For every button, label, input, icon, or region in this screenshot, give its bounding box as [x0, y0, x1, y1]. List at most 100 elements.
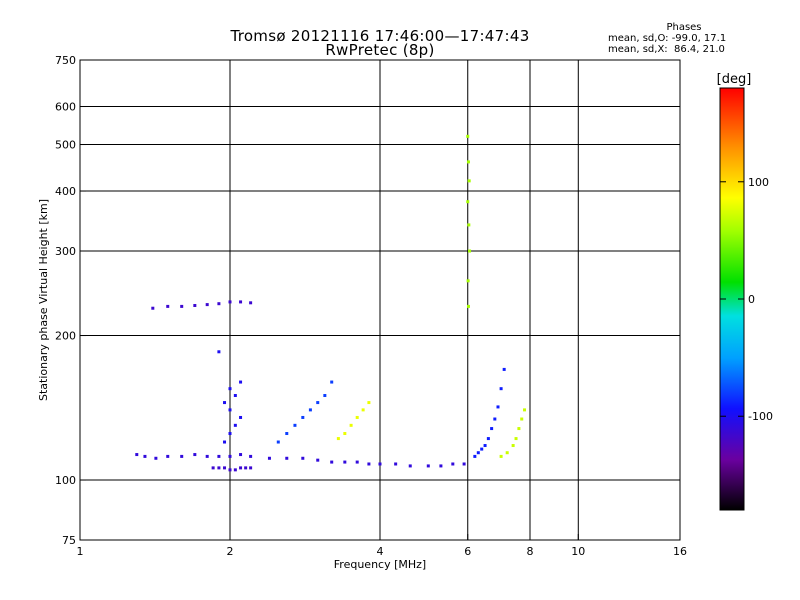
data-point [473, 454, 477, 458]
data-point [467, 179, 471, 183]
data-point [355, 460, 359, 464]
data-point [166, 454, 170, 458]
data-point [330, 380, 334, 384]
data-point [394, 462, 398, 466]
data-point [361, 408, 365, 412]
data-point [466, 200, 470, 204]
trace-group [276, 380, 334, 444]
data-point [217, 466, 221, 470]
data-point [408, 464, 412, 468]
x-axis-ticks: 1 2 4 6 8 10 16 [77, 534, 687, 558]
x-tick-label: 1 [77, 545, 84, 558]
data-point [520, 417, 524, 421]
trace-group [211, 466, 253, 472]
data-point [499, 454, 503, 458]
x-tick-label: 6 [464, 545, 471, 558]
data-point [493, 417, 497, 421]
data-point [367, 401, 371, 405]
data-point [228, 300, 232, 304]
trace-group [151, 300, 253, 310]
data-point [228, 408, 232, 412]
data-point [276, 440, 280, 444]
data-point [378, 462, 382, 466]
data-point [223, 401, 227, 405]
data-point [239, 415, 243, 419]
data-point [502, 367, 506, 371]
data-point [239, 300, 243, 304]
data-point [217, 302, 221, 306]
trace-group [336, 401, 371, 441]
y-tick-label: 750 [55, 54, 76, 67]
data-point [143, 454, 147, 458]
data-point [233, 394, 237, 398]
data-point [166, 304, 170, 308]
data-point [349, 423, 353, 427]
data-point [367, 462, 371, 466]
data-point [228, 387, 232, 391]
data-point [439, 464, 443, 468]
data-point [466, 160, 470, 164]
data-point [239, 466, 243, 470]
data-point [293, 423, 297, 427]
data-point [476, 451, 480, 455]
trace-group [466, 134, 472, 308]
data-point [517, 427, 521, 431]
trace-group [135, 453, 466, 468]
data-point [316, 458, 320, 462]
data-point [343, 460, 347, 464]
data-point [490, 427, 494, 431]
data-point [135, 453, 139, 457]
data-point [205, 454, 209, 458]
data-point [480, 447, 484, 451]
data-point [211, 466, 215, 470]
data-point [217, 350, 221, 354]
data-point [466, 279, 470, 283]
data-point [205, 303, 209, 307]
data-point [523, 408, 527, 412]
y-axis-ticks: 75 100 200 300 400 500 600 750 [55, 54, 86, 547]
colorbar-unit-label: [deg] [717, 72, 752, 87]
trace-group [499, 408, 527, 458]
chart-title-line1: Tromsø 20121116 17:46:00—17:47:43 [230, 27, 530, 45]
data-point [466, 134, 470, 138]
y-tick-label: 300 [55, 245, 76, 258]
colorbar: [deg] 100 0 -100 [717, 72, 773, 511]
colorbar-tick-label: -100 [748, 410, 773, 423]
x-tick-label: 4 [377, 545, 384, 558]
data-point [514, 437, 518, 441]
y-tick-label: 400 [55, 185, 76, 198]
y-tick-label: 100 [55, 474, 76, 487]
x-tick-label: 10 [571, 545, 585, 558]
data-point [467, 223, 471, 227]
data-point [343, 432, 347, 436]
plot-grid [80, 60, 680, 540]
data-point [285, 456, 289, 460]
data-point [217, 454, 221, 458]
data-point [228, 454, 232, 458]
data-point [355, 415, 359, 419]
data-point [486, 437, 490, 441]
data-point [180, 304, 184, 308]
trace-group [473, 367, 506, 458]
data-point [301, 415, 305, 419]
data-point [330, 460, 334, 464]
data-point [239, 380, 243, 384]
x-axis-label: Frequency [MHz] [334, 558, 426, 571]
data-point [451, 462, 455, 466]
data-point [233, 468, 237, 472]
data-point [496, 405, 500, 409]
data-point [228, 468, 232, 472]
data-point [249, 301, 253, 305]
data-point [154, 456, 158, 460]
data-point [466, 304, 470, 308]
colorbar-ticks: 100 0 -100 [720, 176, 773, 423]
phases-x-mode-stats: mean, sd,X: 86.4, 21.0 [608, 44, 725, 55]
data-point [426, 464, 430, 468]
trace-group [217, 350, 243, 444]
data-point [180, 454, 184, 458]
data-point [228, 432, 232, 436]
colorbar-tick-label: 0 [748, 293, 755, 306]
data-points [135, 134, 527, 472]
data-point [223, 466, 227, 470]
